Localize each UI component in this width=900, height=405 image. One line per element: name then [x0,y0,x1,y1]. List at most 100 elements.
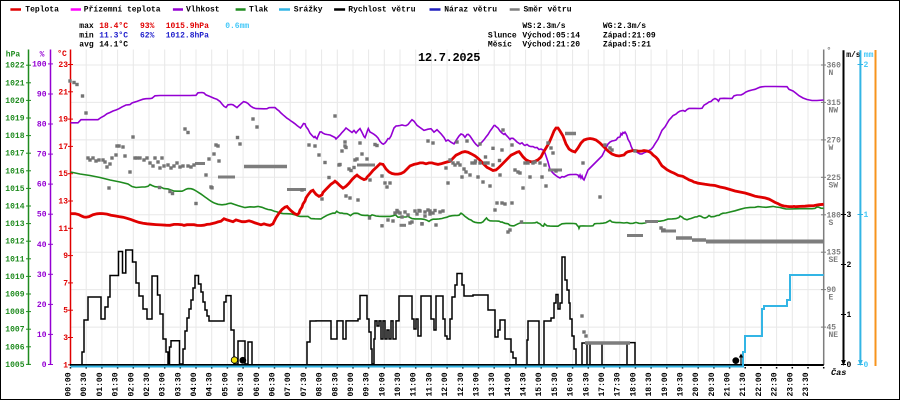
svg-text:15: 15 [58,170,68,179]
svg-text:315: 315 [827,99,842,108]
svg-text:22:00: 22:00 [755,372,764,396]
svg-text:11: 11 [58,225,68,234]
svg-text:Vlhkost: Vlhkost [186,6,220,15]
svg-text:1021: 1021 [5,79,24,88]
svg-text:05:00: 05:00 [221,372,230,396]
svg-text:1018: 1018 [5,132,24,141]
svg-text:Tlak: Tlak [249,6,268,15]
svg-text:19:30: 19:30 [677,372,686,396]
svg-text:11:30: 11:30 [425,372,434,396]
svg-text:08:00: 08:00 [316,372,325,396]
svg-text:min: min [79,31,94,40]
svg-text:100: 100 [32,60,47,69]
svg-text:06:00: 06:00 [253,372,262,396]
svg-text:1012.8hPa: 1012.8hPa [166,31,209,40]
svg-text:13:00: 13:00 [473,372,482,396]
svg-text:90: 90 [827,286,837,295]
svg-text:02:30: 02:30 [143,372,152,396]
svg-text:23:00: 23:00 [786,372,795,396]
svg-text:E: E [829,294,834,303]
svg-text:Teplota: Teplota [25,6,59,15]
svg-text:12:00: 12:00 [441,372,450,396]
svg-text:Západ:21:09: Západ:21:09 [603,31,656,40]
svg-text:Východ:05:14: Východ:05:14 [522,31,580,40]
svg-text:1: 1 [63,361,68,370]
svg-text:60: 60 [37,181,47,190]
svg-text:14.1°C: 14.1°C [99,41,128,50]
svg-text:7: 7 [63,279,68,288]
svg-text:21:30: 21:30 [739,372,748,396]
svg-text:1022: 1022 [5,62,24,71]
svg-text:18:30: 18:30 [645,372,654,396]
svg-text:3: 3 [63,334,68,343]
svg-text:Čas: Čas [831,367,846,378]
svg-text:W: W [829,144,834,153]
svg-text:12:30: 12:30 [457,372,466,396]
svg-text:13: 13 [58,198,68,207]
svg-text:NW: NW [829,106,839,115]
svg-text:93%: 93% [140,22,155,31]
svg-text:03:00: 03:00 [159,372,168,396]
svg-text:avg: avg [79,41,94,50]
svg-text:1010: 1010 [5,273,24,282]
svg-text:16:00: 16:00 [567,372,576,396]
svg-text:23: 23 [58,61,68,70]
svg-text:17: 17 [58,143,68,152]
svg-text:1005: 1005 [5,361,24,370]
svg-text:09:30: 09:30 [363,372,372,396]
svg-text:9: 9 [63,252,68,261]
svg-text:1007: 1007 [5,326,24,335]
svg-text:5: 5 [63,307,68,316]
svg-text:05:30: 05:30 [237,372,246,396]
svg-text:13:30: 13:30 [488,372,497,396]
svg-text:hPa: hPa [6,51,21,60]
svg-text:1006: 1006 [5,343,24,352]
svg-text:270: 270 [827,136,842,145]
svg-text:0: 0 [847,361,852,370]
svg-text:15:00: 15:00 [535,372,544,396]
svg-text:Západ:5:21: Západ:5:21 [603,41,651,50]
svg-text:3: 3 [847,211,852,220]
svg-text:WS:2.3m/s: WS:2.3m/s [522,22,565,31]
svg-text:10:30: 10:30 [394,372,403,396]
svg-text:14:00: 14:00 [504,372,513,396]
svg-text:18:00: 18:00 [629,372,638,396]
svg-text:2: 2 [847,261,852,270]
svg-text:17:30: 17:30 [614,372,623,396]
svg-text:07:30: 07:30 [300,372,309,396]
svg-text:80: 80 [37,121,47,130]
svg-text:45: 45 [827,324,837,333]
svg-text:02:00: 02:00 [127,372,136,396]
svg-text:1015: 1015 [5,185,24,194]
svg-text:WG:2.3m/s: WG:2.3m/s [603,22,646,31]
svg-text:1014: 1014 [5,203,24,212]
svg-text:m/s: m/s [846,51,861,60]
svg-text:1015.9hPa: 1015.9hPa [166,22,209,31]
svg-text:135: 135 [827,249,842,258]
svg-text:°C: °C [57,50,67,59]
svg-text:Přízemní teplota: Přízemní teplota [84,6,161,15]
svg-text:04:30: 04:30 [206,372,215,396]
svg-text:NE: NE [829,331,839,340]
svg-text:20:30: 20:30 [708,372,717,396]
svg-text:1020: 1020 [5,97,24,106]
svg-text:Srážky: Srážky [294,6,323,15]
svg-text:11:00: 11:00 [410,372,419,396]
svg-text:10: 10 [37,331,47,340]
svg-text:360: 360 [827,62,842,71]
svg-text:18.4°C: 18.4°C [99,22,128,31]
svg-text:21: 21 [58,88,68,97]
svg-text:1016: 1016 [5,167,24,176]
svg-text:Náraz větru: Náraz větru [444,6,497,15]
svg-text:15:30: 15:30 [551,372,560,396]
svg-text:1008: 1008 [5,308,24,317]
svg-text:%: % [40,51,45,60]
svg-text:00:30: 00:30 [80,372,89,396]
svg-text:19: 19 [58,116,68,125]
svg-text:90: 90 [37,90,47,99]
svg-text:SE: SE [829,256,839,265]
svg-text:50: 50 [37,211,47,220]
svg-text:0: 0 [42,361,47,370]
svg-text:°: ° [827,47,832,56]
svg-text:17:00: 17:00 [598,372,607,396]
